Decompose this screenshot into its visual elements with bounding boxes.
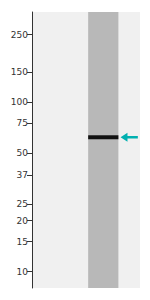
svg-text:15: 15	[17, 237, 28, 247]
svg-text:37: 37	[17, 170, 28, 180]
svg-text:50: 50	[17, 148, 29, 158]
svg-text:25: 25	[17, 199, 28, 209]
svg-text:100: 100	[11, 97, 28, 107]
svg-text:250: 250	[11, 30, 28, 40]
svg-text:20: 20	[17, 216, 29, 226]
svg-text:10: 10	[17, 267, 29, 277]
svg-text:150: 150	[11, 67, 28, 77]
svg-text:75: 75	[17, 118, 28, 128]
